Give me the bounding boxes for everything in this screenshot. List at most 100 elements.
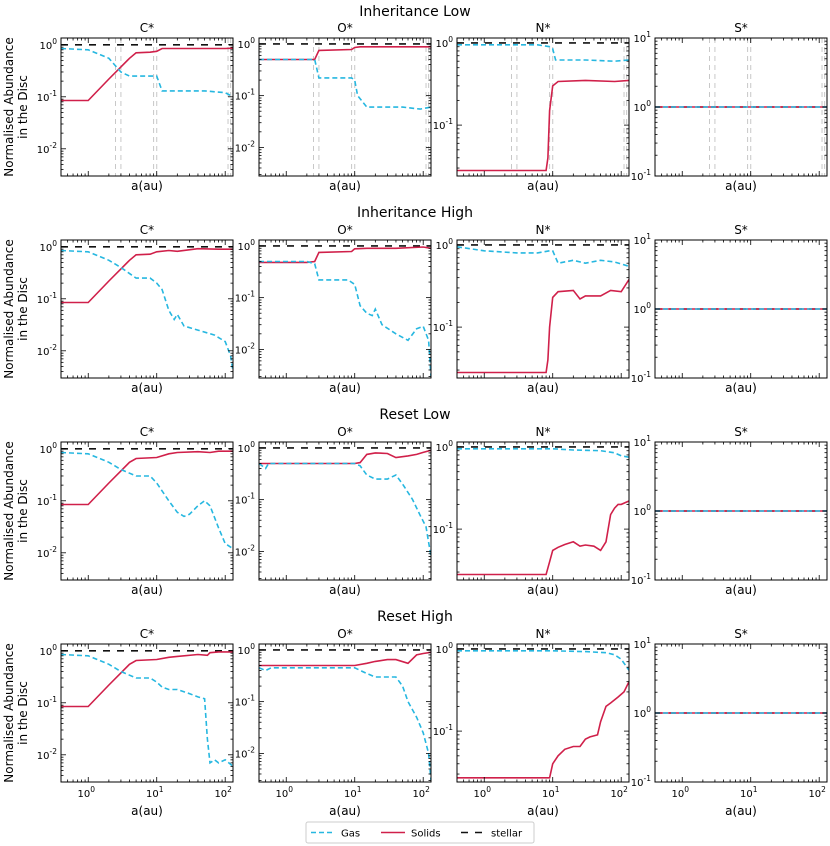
series-group (61, 649, 233, 767)
y-tick-label: 100 (633, 705, 651, 720)
axes-frame (456, 37, 630, 177)
panel-O-1: O* 100 10-1 10-2 a(au) (235, 223, 432, 395)
y-axis-label: Normalised Abundancein the Disc (2, 239, 30, 378)
solids-line (457, 79, 629, 172)
y-tick-label: 101 (633, 434, 651, 449)
axes-frame (60, 643, 234, 783)
y-tick-label: 100 (435, 641, 453, 656)
y-tick-label: 100 (633, 503, 651, 518)
x-axis-label: a(au) (329, 583, 361, 597)
solids-line (259, 449, 431, 465)
y-tick-label: 10-1 (433, 521, 453, 536)
series-group (259, 649, 431, 781)
x-axis-label: a(au) (131, 804, 163, 818)
y-tick-label: 100 (237, 36, 255, 51)
x-tick-label: 102 (214, 785, 232, 800)
y-axis-label: Normalised Abundancein the Disc (2, 37, 30, 176)
series-group (457, 244, 629, 374)
solids-line (259, 246, 431, 264)
y-tick-label: 10-1 (433, 319, 453, 334)
panel-S-2: S* 101 100 10-1 a(au) (631, 425, 828, 597)
panel-O-0: O* 100 10-1 10-2 a(au) (235, 21, 432, 193)
gas-line (259, 666, 431, 781)
panel-S-1: S* 101 100 10-1 a(au) (631, 223, 828, 395)
y-tick-label: 101 (633, 30, 651, 45)
x-tick-label: 102 (808, 785, 826, 800)
legend-stellar-label: stellar (491, 829, 523, 840)
panel-N-2: N* 100 10-1 a(au) (433, 425, 630, 597)
panel-title: O* (337, 21, 352, 35)
x-axis-label: a(au) (725, 381, 757, 395)
y-tick-label: 10-2 (37, 343, 57, 358)
solids-line (61, 651, 233, 708)
panel-N-1: N* 100 10-1 a(au) (433, 223, 630, 395)
solids-line (61, 47, 233, 102)
panel-O-3: O* 100 10-1 10-2 100 101 102 a(au) (235, 627, 432, 818)
axes-frame (60, 239, 234, 379)
y-tick-label: 100 (39, 37, 57, 52)
panel-title: O* (337, 627, 352, 641)
panel-C-1: C* 100 10-1 10-2 a(au) (37, 223, 234, 395)
y-tick-label: 100 (633, 99, 651, 114)
x-tick-label: 101 (740, 785, 758, 800)
x-axis-label: a(au) (725, 583, 757, 597)
panel-title: N* (536, 425, 551, 439)
series-group (61, 447, 233, 550)
series-group (457, 446, 629, 576)
x-tick-label: 100 (275, 785, 293, 800)
y-tick-label: 10-1 (235, 694, 255, 709)
series-group (61, 43, 233, 102)
y-tick-label: 100 (237, 642, 255, 657)
y-tick-label: 100 (39, 643, 57, 658)
y-tick-label: 10-2 (235, 341, 255, 356)
series-group (259, 43, 431, 110)
legend: Gas Solids stellar (305, 821, 535, 844)
x-axis-label: a(au) (725, 804, 757, 818)
panel-title: C* (140, 223, 154, 237)
x-tick-label: 101 (146, 785, 164, 800)
row-title: Inheritance High (357, 205, 473, 221)
panel-title: O* (337, 223, 352, 237)
panel-C-0: C* 100 10-1 10-2 a(au) (37, 21, 234, 193)
axes-frame (60, 441, 234, 581)
y-tick-label: 10-1 (631, 572, 651, 587)
solids-line (457, 279, 629, 374)
panel-N-3: N* 100 10-1 100 101 102 a(au) (433, 627, 630, 818)
y-tick-label: 100 (435, 35, 453, 50)
solids-line (259, 45, 431, 61)
y-axis-label: Normalised Abundancein the Disc (2, 643, 30, 782)
y-tick-label: 10-2 (37, 747, 57, 762)
solids-line (259, 651, 431, 667)
panel-title: S* (734, 627, 748, 641)
series-group (259, 245, 431, 377)
x-axis-label: a(au) (527, 804, 559, 818)
panel-title: N* (536, 627, 551, 641)
solids-line (61, 247, 233, 304)
row-title: Reset Low (379, 407, 450, 423)
y-tick-label: 100 (237, 238, 255, 253)
x-axis-label: a(au) (131, 381, 163, 395)
y-tick-label: 10-1 (235, 88, 255, 103)
axes-frame (456, 643, 630, 783)
y-tick-label: 10-1 (433, 117, 453, 132)
y-tick-label: 101 (633, 636, 651, 651)
solids-line (457, 500, 629, 576)
panel-title: C* (140, 21, 154, 35)
x-axis-label: a(au) (329, 804, 361, 818)
y-tick-label: 10-2 (235, 139, 255, 154)
x-axis-label: a(au) (527, 583, 559, 597)
panel-O-2: O* 100 10-1 10-2 a(au) (235, 425, 432, 597)
panel-title: O* (337, 425, 352, 439)
y-tick-label: 10-1 (235, 492, 255, 507)
panel-title: S* (734, 223, 748, 237)
gas-line (259, 58, 431, 110)
gas-line (259, 260, 431, 377)
x-axis-label: a(au) (131, 179, 163, 193)
x-axis-label: a(au) (725, 179, 757, 193)
panel-title: S* (734, 21, 748, 35)
panel-title: C* (140, 627, 154, 641)
panel-N-0: N* 100 10-1 a(au) (433, 21, 630, 193)
panel-title: N* (536, 21, 551, 35)
panel-C-3: C* 100 10-1 10-2 100 101 102 a(au) (37, 627, 234, 818)
